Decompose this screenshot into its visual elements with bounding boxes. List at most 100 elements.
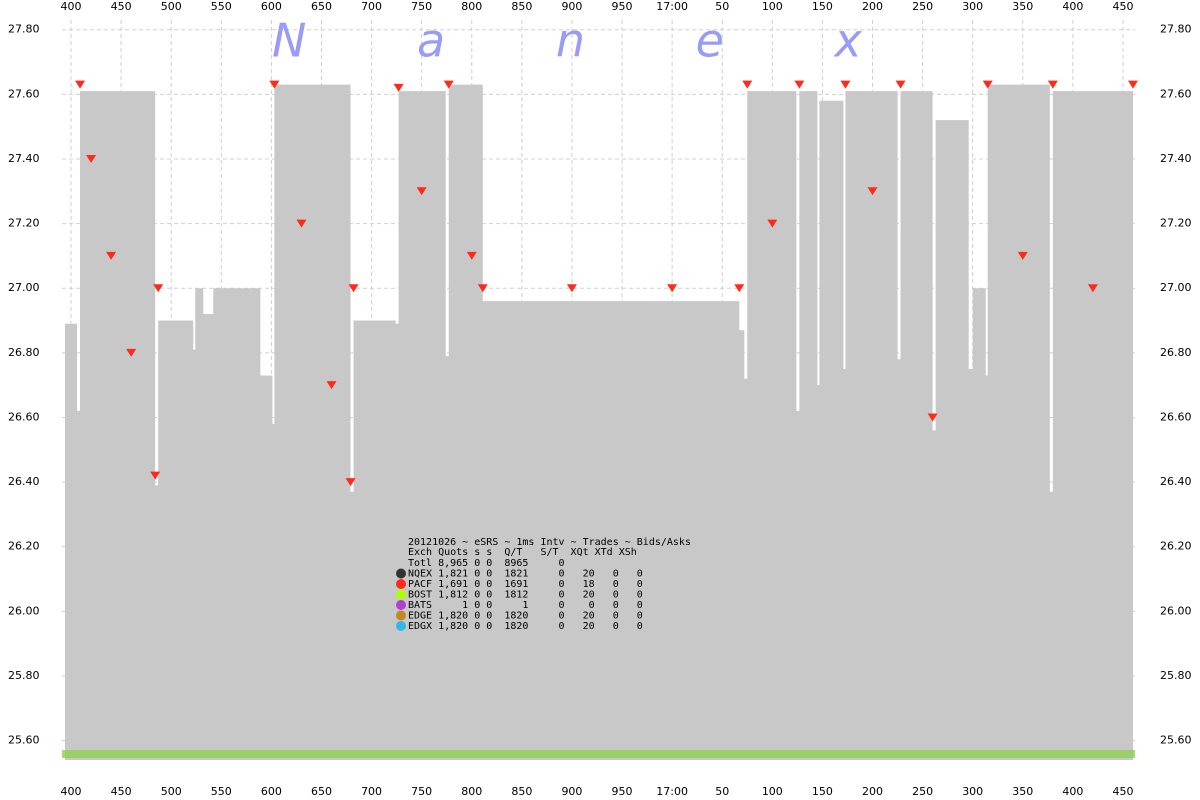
x-tick-label: 250 [912, 785, 933, 798]
x-tick-label: 350 [1012, 0, 1033, 13]
quote-marker [840, 80, 851, 89]
quote-marker [345, 478, 356, 487]
quote-marker [443, 80, 454, 89]
quote-marker [269, 80, 280, 89]
y-tick-label: 27.00 [1160, 281, 1192, 294]
quote-marker [477, 284, 488, 293]
x-tick-label: 450 [1112, 785, 1133, 798]
x-tick-label: 900 [561, 785, 582, 798]
bottom-quote-band [62, 750, 1135, 758]
quote-marker [927, 413, 938, 422]
y-tick-label: 25.60 [8, 734, 40, 747]
x-tick-label: 300 [962, 785, 983, 798]
x-tick-label: 950 [612, 785, 633, 798]
y-tick-label: 27.40 [1160, 152, 1192, 165]
x-tick-label: 50 [715, 785, 729, 798]
legend-row: PACF 1,691 0 0 1691 0 18 0 0 [408, 579, 643, 590]
legend-row: EDGX 1,820 0 0 1820 0 20 0 0 [408, 621, 643, 632]
legend-marker [396, 568, 406, 579]
y-tick-label: 27.80 [1160, 23, 1192, 36]
x-tick-label: 50 [715, 0, 729, 13]
x-tick-label: 750 [411, 785, 432, 798]
quote-marker [106, 251, 117, 260]
y-tick-label: 26.40 [8, 475, 40, 488]
legend-marker [396, 600, 406, 610]
quote-marker [895, 80, 906, 89]
quote-marker [86, 154, 97, 163]
legend-row: NQEX 1,821 0 0 1821 0 20 0 0 [408, 569, 643, 580]
quote-marker [566, 284, 577, 293]
y-tick-label: 27.40 [8, 152, 40, 165]
x-tick-label: 450 [111, 0, 132, 13]
x-tick-label: 800 [461, 785, 482, 798]
x-tick-label: 950 [612, 0, 633, 13]
y-tick-label: 27.00 [8, 281, 40, 294]
legend-row: BATS 1 0 0 1 0 0 0 0 [408, 600, 643, 611]
legend-marker [396, 610, 406, 621]
x-tick-label: 300 [962, 0, 983, 13]
quote-marker [1087, 284, 1098, 293]
quote-marker [667, 284, 678, 293]
x-tick-label: 550 [211, 0, 232, 13]
y-tick-label: 26.00 [1160, 604, 1192, 617]
x-tick-label: 650 [311, 0, 332, 13]
legend-header: Exch Quots s s Q/T S/T XQt XTd XSh [408, 547, 637, 558]
x-tick-label: 400 [61, 0, 82, 13]
x-tick-label: 150 [812, 0, 833, 13]
x-tick-label: 100 [762, 785, 783, 798]
legend: 20121026 ~ eSRS ~ 1ms Intv ~ Trades ~ Bi… [396, 537, 691, 632]
y-tick-label: 27.60 [1160, 87, 1192, 100]
quote-marker [982, 80, 993, 89]
x-tick-label: 450 [111, 785, 132, 798]
x-tick-label: 400 [1062, 0, 1083, 13]
y-tick-label: 25.80 [8, 669, 40, 682]
x-tick-label: 100 [762, 0, 783, 13]
quote-marker [767, 219, 778, 228]
quote-marker [326, 381, 337, 390]
quote-marker [348, 284, 359, 293]
x-tick-label: 900 [561, 0, 582, 13]
quote-marker [1127, 80, 1138, 89]
y-tick-label: 26.20 [8, 540, 40, 553]
x-tick-label: 600 [261, 785, 282, 798]
x-tick-label: 550 [211, 785, 232, 798]
legend-marker [396, 579, 406, 589]
y-tick-label: 26.40 [1160, 475, 1192, 488]
x-tick-label: 200 [862, 0, 883, 13]
x-tick-label: 600 [261, 0, 282, 13]
quote-marker [466, 251, 477, 260]
y-tick-label: 27.80 [8, 23, 40, 36]
x-tick-label: 250 [912, 0, 933, 13]
quote-marker [150, 471, 161, 480]
watermark: N a n e x [272, 14, 910, 68]
x-tick-label: 700 [361, 0, 382, 13]
quote-marker [1047, 80, 1058, 89]
x-tick-label: 500 [161, 785, 182, 798]
y-tick-label: 27.20 [1160, 217, 1192, 230]
x-tick-label: 17:00 [656, 0, 688, 13]
quote-marker [1017, 251, 1028, 260]
y-tick-label: 27.60 [8, 87, 40, 100]
y-tick-label: 26.60 [8, 410, 40, 423]
x-tick-label: 850 [511, 785, 532, 798]
y-tick-label: 26.80 [8, 346, 40, 359]
quote-marker [393, 83, 404, 92]
y-tick-label: 26.20 [1160, 540, 1192, 553]
y-tick-label: 26.60 [1160, 410, 1192, 423]
quote-marker [742, 80, 753, 89]
x-tick-label: 400 [61, 785, 82, 798]
x-tick-label: 800 [461, 0, 482, 13]
x-tick-label: 450 [1112, 0, 1133, 13]
quote-marker [867, 187, 878, 196]
y-tick-label: 25.80 [1160, 669, 1192, 682]
x-tick-label: 150 [812, 785, 833, 798]
legend-row: Totl 8,965 0 0 8965 0 [408, 558, 565, 569]
quote-marker [296, 219, 307, 228]
x-tick-label: 750 [411, 0, 432, 13]
y-tick-label: 25.60 [1160, 734, 1192, 747]
quote-marker [794, 80, 805, 89]
y-tick-label: 26.00 [8, 604, 40, 617]
x-tick-label: 700 [361, 785, 382, 798]
x-tick-label: 200 [862, 785, 883, 798]
